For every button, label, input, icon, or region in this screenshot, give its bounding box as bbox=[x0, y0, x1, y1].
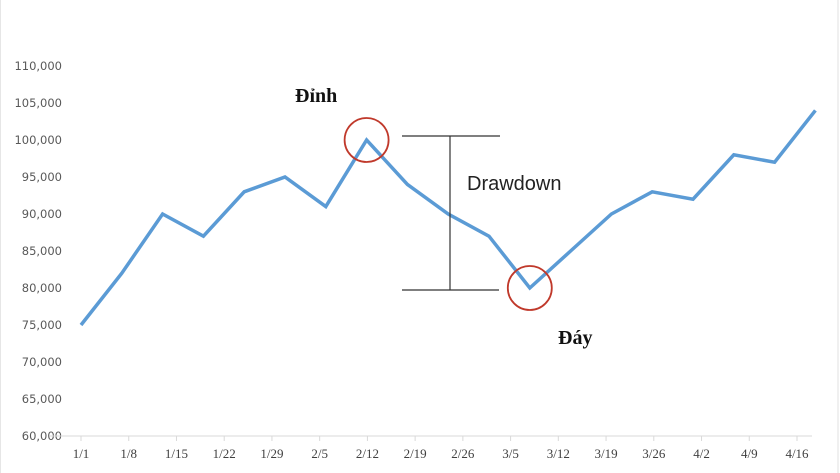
x-tick-label: 2/26 bbox=[451, 446, 475, 461]
y-tick-label: 70,000 bbox=[22, 355, 62, 369]
x-axis-ticks: 1/1 1/8 1/15 1/22 1/29 2/5 2/12 2/19 2/26 3/5 3/12… bbox=[73, 436, 809, 461]
x-tick-label: 3/12 bbox=[547, 446, 570, 461]
x-tick-label: 2/19 bbox=[404, 446, 427, 461]
y-tick-label: 65,000 bbox=[22, 392, 62, 406]
y-tick-label: 80,000 bbox=[22, 281, 62, 295]
series-line bbox=[79, 109, 817, 327]
y-tick-label: 60,000 bbox=[22, 429, 62, 443]
y-tick-label: 75,000 bbox=[22, 318, 62, 332]
drawdown-label: Drawdown bbox=[467, 173, 561, 195]
x-tick-label: 4/16 bbox=[785, 446, 809, 461]
series-layer bbox=[79, 109, 817, 327]
drawdown-bracket bbox=[402, 135, 500, 291]
x-tick-label: 1/29 bbox=[260, 446, 283, 461]
y-tick-label: 105,000 bbox=[14, 96, 62, 110]
y-tick-label: 100,000 bbox=[14, 133, 62, 147]
y-tick-label: 110,000 bbox=[14, 59, 62, 73]
trough-label: Đáy bbox=[558, 327, 592, 349]
x-tick-label: 3/5 bbox=[502, 446, 519, 461]
x-tick-label: 1/1 bbox=[73, 446, 90, 461]
x-tick-label: 2/12 bbox=[356, 446, 379, 461]
y-axis-ticks: 60,000 65,000 70,000 75,000 80,000 85,000 90,0… bbox=[14, 59, 62, 443]
peak-label: Đỉnh bbox=[295, 85, 337, 107]
x-tick-label: 4/2 bbox=[693, 446, 710, 461]
y-tick-label: 95,000 bbox=[22, 170, 62, 184]
x-tick-label: 1/22 bbox=[213, 446, 236, 461]
y-tick-label: 90,000 bbox=[22, 207, 62, 221]
x-tick-label: 1/15 bbox=[165, 446, 188, 461]
peak-circle bbox=[343, 117, 390, 163]
x-tick-label: 2/5 bbox=[311, 446, 328, 461]
x-tick-label: 3/26 bbox=[642, 446, 666, 461]
y-tick-label: 85,000 bbox=[22, 244, 62, 258]
trough-circle bbox=[506, 265, 553, 311]
x-tick-label: 3/19 bbox=[595, 446, 618, 461]
x-tick-label: 4/9 bbox=[741, 446, 758, 461]
x-tick-label: 1/8 bbox=[120, 446, 137, 461]
